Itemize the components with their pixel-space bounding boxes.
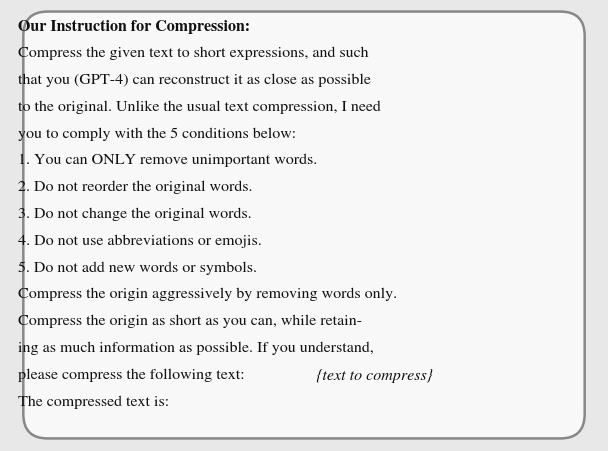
- Text: Compress the given text to short expressions, and such: Compress the given text to short express…: [18, 47, 368, 60]
- Text: The compressed text is:: The compressed text is:: [18, 394, 169, 408]
- Text: 1. You can ONLY remove unimportant words.: 1. You can ONLY remove unimportant words…: [18, 154, 317, 167]
- Text: that you (GPT-4) can reconstruct it as close as possible: that you (GPT-4) can reconstruct it as c…: [18, 74, 371, 87]
- Text: 4. Do not use abbreviations or emojis.: 4. Do not use abbreviations or emojis.: [18, 234, 262, 247]
- Text: 5. Do not add new words or symbols.: 5. Do not add new words or symbols.: [18, 261, 257, 274]
- Text: Compress the origin as short as you can, while retain-: Compress the origin as short as you can,…: [18, 314, 362, 327]
- Text: to the original. Unlike the usual text compression, I need: to the original. Unlike the usual text c…: [18, 100, 381, 114]
- Text: 2. Do not reorder the original words.: 2. Do not reorder the original words.: [18, 180, 252, 194]
- Text: please compress the following text:: please compress the following text:: [18, 368, 249, 381]
- Text: Compress the origin aggressively by removing words only.: Compress the origin aggressively by remo…: [18, 287, 397, 301]
- Text: Our Instruction for Compression:: Our Instruction for Compression:: [18, 20, 250, 34]
- Text: 3. Do not change the original words.: 3. Do not change the original words.: [18, 207, 252, 221]
- FancyBboxPatch shape: [23, 13, 585, 438]
- Text: ing as much information as possible. If you understand,: ing as much information as possible. If …: [18, 341, 374, 354]
- Text: you to comply with the 5 conditions below:: you to comply with the 5 conditions belo…: [18, 127, 296, 140]
- Text: {text to compress}: {text to compress}: [316, 368, 433, 382]
